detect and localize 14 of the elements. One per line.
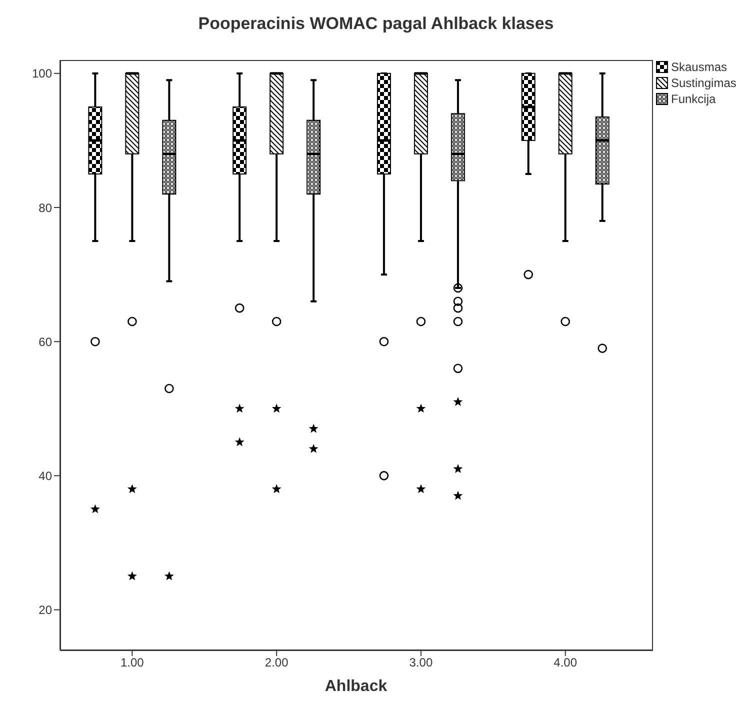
chart-title: Pooperacinis WOMAC pagal Ahlback klases bbox=[197, 14, 555, 34]
legend-label: Skausmas bbox=[671, 60, 728, 74]
x-tick-label: 1.00 bbox=[120, 656, 144, 670]
y-tick-label: 80 bbox=[38, 200, 52, 215]
x-tick-label: 3.00 bbox=[409, 656, 433, 670]
y-tick-label: 60 bbox=[38, 334, 52, 349]
y-tick-label: 20 bbox=[38, 603, 52, 618]
legend-label: Sustingimas bbox=[671, 76, 736, 90]
x-tick-label: 4.00 bbox=[554, 656, 578, 670]
x-tick-label: 2.00 bbox=[264, 656, 289, 670]
legend-label: Funkcija bbox=[671, 92, 716, 106]
x-axis-title: Ahlback bbox=[324, 678, 388, 696]
y-tick-label: 100 bbox=[32, 66, 52, 81]
y-tick-label: 40 bbox=[38, 468, 52, 483]
